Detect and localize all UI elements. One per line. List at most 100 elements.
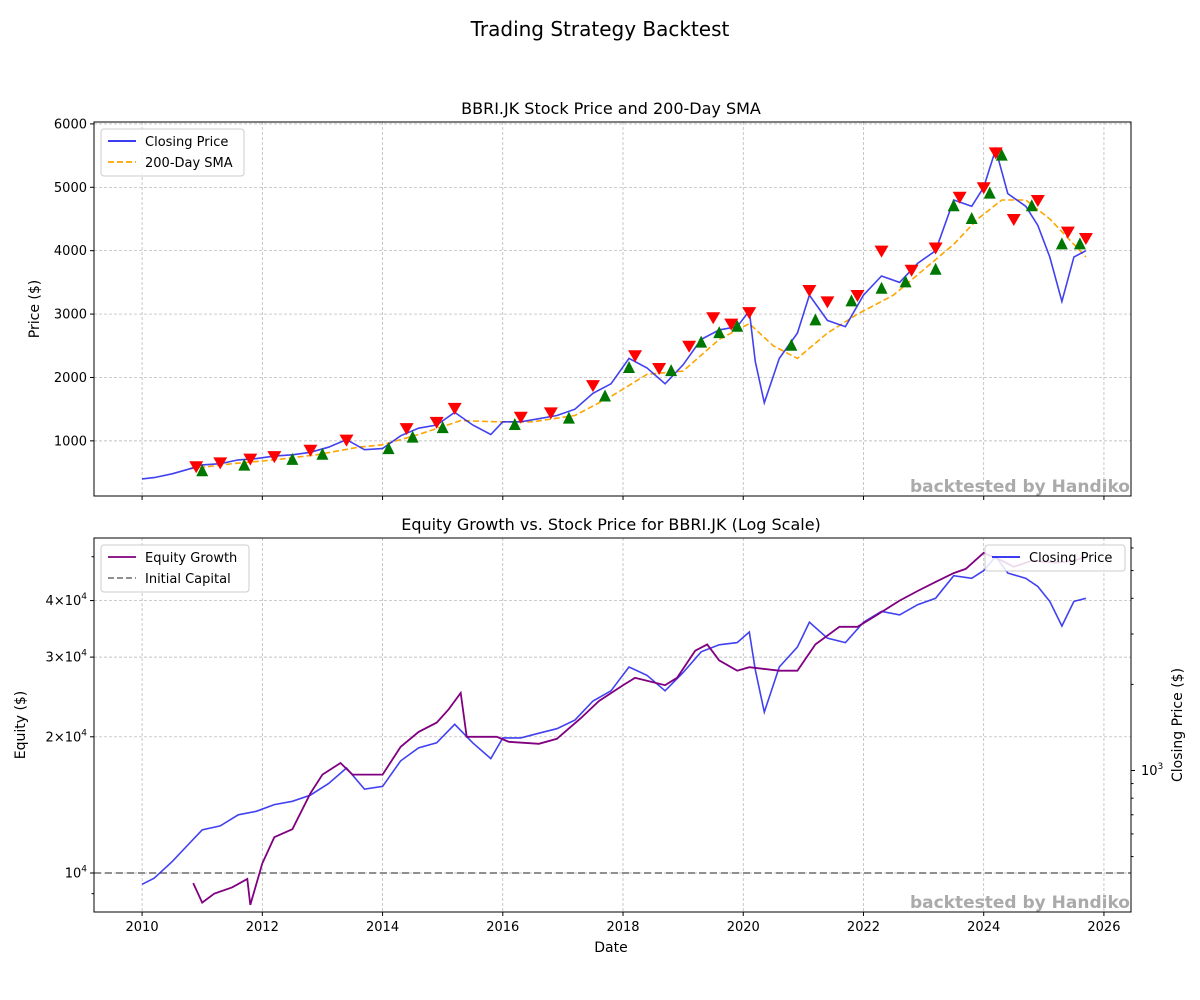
sell-signal-marker (652, 362, 667, 375)
buy-signal-marker (196, 464, 209, 477)
bottom-panel-title: Equity Growth vs. Stock Price for BBRI.J… (401, 515, 821, 534)
x-tick-label: 2018 (606, 920, 639, 935)
sell-signal-marker (447, 402, 462, 415)
legend-equity-label: Equity Growth (145, 551, 237, 566)
legend-sma-label: 200-Day SMA (145, 156, 233, 171)
sell-signal-marker (850, 290, 865, 303)
buy-signal-marker (731, 319, 744, 332)
x-tick-label: 2026 (1087, 920, 1120, 935)
sell-signal-marker (724, 318, 739, 331)
sell-signal-marker (399, 423, 414, 436)
top-watermark: backtested by Handiko (910, 477, 1130, 497)
bottom-y-tick-label: 104 (65, 865, 88, 882)
tick-exponent: 4 (81, 728, 87, 738)
top-legend-box (100, 128, 245, 177)
right-y-tick-label: 103 (1141, 762, 1163, 779)
top-y-tick-label: 5000 (54, 181, 87, 196)
equity-growth-line (192, 551, 1087, 906)
x-tick-label: 2020 (727, 920, 760, 935)
buy-signal-marker (436, 421, 449, 434)
sell-signal-marker (1060, 226, 1075, 239)
sell-signal-marker (928, 242, 943, 255)
buy-signal-marker (665, 364, 678, 377)
buy-signal-marker (929, 262, 942, 275)
buy-signal-marker (562, 411, 575, 424)
sell-signal-marker (874, 245, 889, 258)
sell-signal-marker (820, 296, 835, 309)
buy-signal-marker (286, 452, 299, 465)
buy-signal-marker (899, 275, 912, 288)
legend-closing-price-label: Closing Price (145, 135, 228, 150)
sell-signal-marker (213, 457, 228, 470)
sell-signal-marker (742, 307, 757, 320)
legend-right-price-label: Closing Price (1029, 551, 1112, 566)
sell-signal-marker (904, 264, 919, 277)
sell-signal-marker (976, 182, 991, 195)
top-y-tick-label: 1000 (54, 434, 87, 449)
top-legend: Closing Price 200-Day SMA (100, 128, 245, 177)
sell-signal-marker (543, 407, 558, 420)
sell-signal-marker (513, 411, 528, 424)
buy-signal-marker (713, 326, 726, 339)
bottom-legend: Equity Growth Initial Capital (100, 544, 250, 593)
sell-signal-marker (706, 312, 721, 325)
x-tick-label: 2010 (126, 920, 159, 935)
buy-signal-marker (238, 458, 251, 471)
buy-signal-marker (845, 294, 858, 307)
buy-signal-marker (875, 281, 888, 294)
bottom-legend-box (100, 544, 250, 593)
sell-signal-marker (1006, 213, 1021, 226)
buy-signal-marker (995, 148, 1008, 161)
bottom-axes-frame (93, 537, 1132, 913)
buy-signal-marker (965, 211, 978, 224)
tick-base: 3×10 (46, 651, 82, 666)
sell-signal-marker (682, 340, 697, 353)
sell-signal-marker (1030, 194, 1045, 207)
tick-exponent: 4 (81, 865, 87, 875)
buy-signal-marker (785, 338, 798, 351)
tick-base: 2×10 (46, 730, 82, 745)
x-tick-label: 2014 (366, 920, 399, 935)
x-axis-title: Date (594, 940, 627, 956)
top-plot-area (142, 146, 1093, 480)
tick-exponent: 4 (81, 649, 87, 659)
tick-base: 10 (1141, 764, 1158, 779)
buy-signal-marker (508, 418, 521, 431)
x-tick-label: 2012 (246, 920, 279, 935)
sell-signal-marker (988, 147, 1003, 160)
sell-signal-marker (303, 444, 318, 457)
buy-signal-marker (809, 313, 822, 326)
top-y-tick-label: 3000 (54, 308, 87, 323)
right-legend-box (984, 544, 1126, 572)
buy-signal-marker (1073, 237, 1086, 250)
bottom-y-tick-label: 3×104 (46, 649, 88, 666)
tick-exponent: 4 (81, 592, 87, 602)
buy-signal-marker (316, 447, 329, 460)
sell-signal-marker (267, 451, 282, 464)
buy-signal-marker (947, 199, 960, 212)
sell-signal-marker (628, 350, 643, 363)
bottom-y-tick-label: 4×104 (46, 592, 88, 609)
bottom-y-tick-label: 2×104 (46, 728, 88, 745)
x-tick-label: 2022 (847, 920, 880, 935)
legend-initial-label: Initial Capital (145, 572, 231, 587)
sell-signal-marker (339, 434, 354, 447)
sell-signal-marker (585, 380, 600, 393)
top-y-tick-label: 6000 (54, 117, 87, 132)
buy-signal-marker (406, 430, 419, 443)
bottom-plot-area (94, 551, 1131, 906)
sell-signal-marker (802, 284, 817, 297)
top-y-tick-label: 4000 (54, 244, 87, 259)
sell-signal-marker (189, 461, 204, 474)
bottom-right-legend: Closing Price (984, 544, 1126, 572)
sell-signal-marker (952, 191, 967, 204)
bottom-watermark: backtested by Handiko (910, 893, 1130, 913)
top-axes-frame (93, 121, 1132, 497)
figure-title: Trading Strategy Backtest (470, 17, 730, 41)
tick-base: 4×10 (46, 594, 82, 609)
tick-base: 10 (65, 867, 82, 882)
sell-signal-marker (429, 416, 444, 429)
bottom-y2-axis-title: Closing Price ($) (1170, 668, 1186, 782)
